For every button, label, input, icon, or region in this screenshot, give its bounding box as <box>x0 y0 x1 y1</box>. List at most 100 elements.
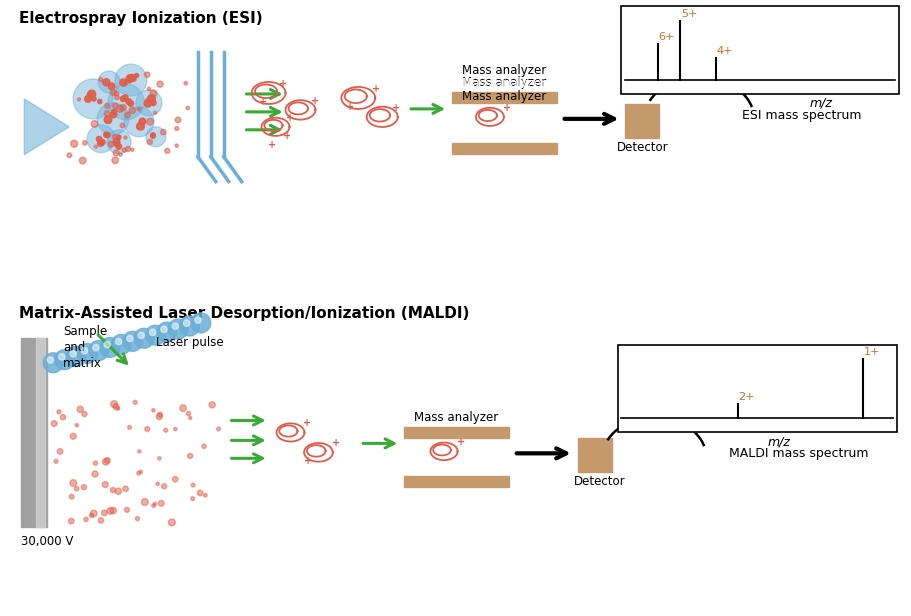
Circle shape <box>51 421 57 426</box>
Circle shape <box>158 412 162 417</box>
Circle shape <box>70 351 77 357</box>
Circle shape <box>129 107 136 113</box>
Circle shape <box>105 132 110 138</box>
Text: +: + <box>283 131 292 141</box>
Circle shape <box>184 81 188 85</box>
Bar <box>36 338 46 527</box>
Circle shape <box>154 111 157 114</box>
Circle shape <box>160 129 166 135</box>
Circle shape <box>100 338 120 357</box>
Circle shape <box>111 334 131 354</box>
Bar <box>578 439 611 472</box>
Circle shape <box>81 347 87 354</box>
Circle shape <box>79 157 86 164</box>
Circle shape <box>148 95 155 102</box>
Circle shape <box>146 127 166 147</box>
Circle shape <box>190 313 210 333</box>
Circle shape <box>102 482 108 487</box>
Text: Mass analyzer: Mass analyzer <box>462 77 546 90</box>
Text: Mass analyzer: Mass analyzer <box>414 411 498 424</box>
Circle shape <box>105 458 110 463</box>
Circle shape <box>164 428 168 432</box>
Circle shape <box>47 357 54 363</box>
Text: +: + <box>503 103 511 113</box>
Text: +: + <box>373 84 380 94</box>
Circle shape <box>172 323 179 330</box>
Circle shape <box>70 433 77 439</box>
Circle shape <box>87 92 92 97</box>
Circle shape <box>73 79 113 119</box>
Circle shape <box>115 488 121 495</box>
Circle shape <box>174 428 177 431</box>
Circle shape <box>128 75 136 82</box>
Circle shape <box>202 444 206 448</box>
Polygon shape <box>25 99 69 155</box>
Circle shape <box>85 95 91 102</box>
Circle shape <box>175 144 179 147</box>
Circle shape <box>112 157 118 164</box>
Text: +: + <box>303 418 312 429</box>
Circle shape <box>175 117 181 123</box>
Circle shape <box>127 75 133 82</box>
Text: Laser pulse: Laser pulse <box>156 336 223 349</box>
Text: Electrospray Ionization (ESI): Electrospray Ionization (ESI) <box>19 11 263 26</box>
Circle shape <box>97 140 104 146</box>
Circle shape <box>120 105 126 111</box>
Circle shape <box>88 341 108 360</box>
Circle shape <box>115 142 119 147</box>
Circle shape <box>120 79 127 86</box>
Circle shape <box>91 121 98 128</box>
Circle shape <box>160 326 167 333</box>
Circle shape <box>169 519 175 526</box>
Circle shape <box>187 411 190 416</box>
Circle shape <box>138 332 145 339</box>
Circle shape <box>135 73 138 78</box>
Circle shape <box>104 116 112 124</box>
Circle shape <box>98 517 104 523</box>
Text: Matrix-Assisted Laser Desorption/Ionization (MALDI): Matrix-Assisted Laser Desorption/Ionizat… <box>19 306 470 321</box>
Circle shape <box>172 477 178 482</box>
Circle shape <box>149 329 156 336</box>
Circle shape <box>165 148 169 153</box>
Text: +: + <box>457 437 465 447</box>
Circle shape <box>125 112 130 118</box>
Text: 2+: 2+ <box>739 392 755 402</box>
Circle shape <box>157 81 163 87</box>
Text: +: + <box>280 79 288 89</box>
Circle shape <box>115 95 119 100</box>
Circle shape <box>128 426 131 429</box>
Circle shape <box>92 471 98 477</box>
Circle shape <box>108 83 115 89</box>
Circle shape <box>125 80 128 84</box>
Circle shape <box>122 148 126 152</box>
Circle shape <box>127 335 133 342</box>
Circle shape <box>137 123 145 130</box>
Circle shape <box>161 484 167 488</box>
Circle shape <box>113 150 119 156</box>
Circle shape <box>156 413 162 419</box>
Circle shape <box>133 400 138 404</box>
Circle shape <box>150 100 156 105</box>
Circle shape <box>90 510 97 517</box>
Circle shape <box>108 84 144 120</box>
Text: 30,000 V: 30,000 V <box>21 535 74 548</box>
Circle shape <box>57 410 61 414</box>
Circle shape <box>126 99 131 104</box>
Circle shape <box>110 487 116 493</box>
Text: Sample
and
matrix: Sample and matrix <box>63 325 107 370</box>
Circle shape <box>110 111 117 118</box>
Circle shape <box>71 140 77 147</box>
Circle shape <box>76 424 78 427</box>
Circle shape <box>43 353 63 373</box>
Circle shape <box>138 450 141 453</box>
Bar <box>404 476 509 487</box>
Text: Mass analyzer: Mass analyzer <box>462 64 546 77</box>
Circle shape <box>113 403 119 410</box>
Circle shape <box>117 407 119 410</box>
Circle shape <box>87 125 115 153</box>
Text: Mass analyzer: Mass analyzer <box>462 76 546 89</box>
Circle shape <box>110 89 117 95</box>
Circle shape <box>147 118 154 125</box>
Circle shape <box>131 148 134 152</box>
Circle shape <box>134 328 154 348</box>
